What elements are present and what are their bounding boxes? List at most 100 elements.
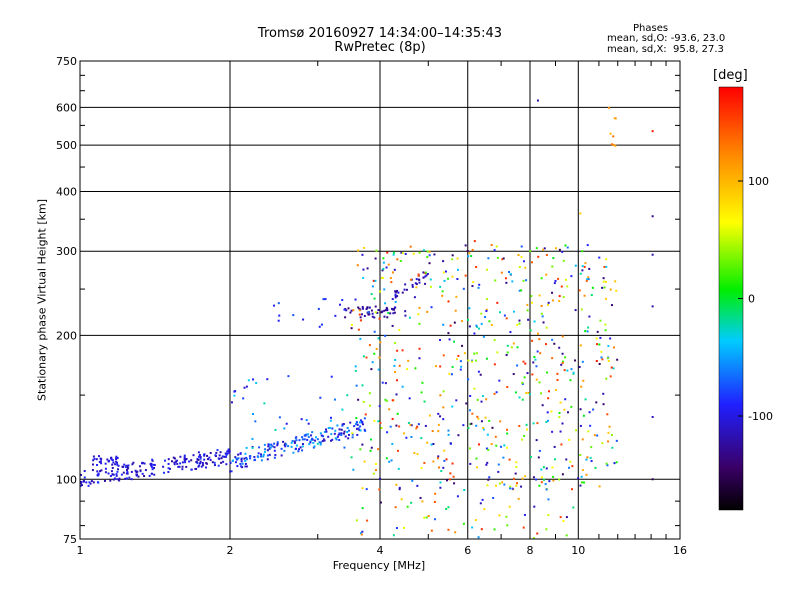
data-point — [542, 248, 545, 251]
data-point — [586, 456, 589, 459]
data-point — [263, 450, 266, 453]
data-point — [428, 250, 431, 253]
data-point — [305, 419, 308, 422]
data-point — [545, 253, 548, 256]
data-point — [426, 250, 429, 253]
data-point — [475, 324, 478, 327]
data-point — [151, 468, 154, 471]
data-point — [439, 394, 442, 397]
data-point — [229, 461, 232, 464]
data-point — [298, 448, 300, 451]
data-point — [266, 454, 269, 457]
data-point — [516, 364, 519, 367]
data-point — [124, 465, 127, 468]
data-point — [443, 459, 446, 462]
data-point — [266, 449, 269, 452]
data-point — [449, 324, 452, 327]
data-point — [488, 320, 491, 323]
data-point — [611, 304, 614, 307]
data-point — [347, 307, 350, 310]
data-point — [448, 478, 451, 481]
data-point — [579, 272, 582, 275]
data-point — [220, 461, 223, 464]
data-point — [428, 262, 431, 265]
data-point — [531, 261, 533, 264]
data-point — [373, 297, 376, 300]
data-point — [237, 457, 240, 460]
colorbar-tick-label: -100 — [748, 410, 773, 423]
data-point — [240, 460, 243, 463]
data-point — [515, 484, 518, 487]
data-point — [473, 387, 476, 390]
data-point — [179, 462, 182, 465]
data-point — [484, 315, 487, 318]
data-point — [284, 445, 287, 448]
data-point — [374, 305, 377, 308]
data-point — [426, 441, 429, 444]
data-point — [118, 479, 121, 482]
data-point — [453, 482, 456, 485]
data-point — [164, 459, 167, 462]
data-point — [116, 478, 119, 481]
data-point — [475, 457, 478, 460]
data-point — [429, 278, 432, 281]
data-point — [402, 432, 405, 435]
data-point — [612, 143, 615, 146]
data-point — [561, 422, 564, 425]
data-point — [184, 458, 187, 461]
data-point — [340, 432, 343, 435]
data-point — [240, 458, 243, 461]
data-point — [203, 458, 206, 461]
data-point — [351, 433, 354, 436]
data-point — [322, 435, 325, 438]
data-point — [605, 462, 608, 465]
data-point — [111, 467, 114, 469]
data-point — [551, 466, 554, 469]
data-point — [464, 244, 467, 247]
data-point — [380, 426, 383, 429]
data-point — [371, 315, 374, 318]
data-point — [564, 244, 567, 247]
data-point — [124, 477, 127, 480]
data-point — [538, 381, 541, 384]
data-point — [447, 277, 450, 280]
data-point — [318, 441, 321, 444]
data-point — [371, 312, 374, 315]
data-point — [382, 267, 385, 270]
data-point — [456, 257, 459, 260]
data-point — [373, 316, 376, 319]
data-point — [532, 422, 535, 425]
data-point — [395, 527, 398, 530]
data-point — [509, 331, 512, 334]
data-point — [323, 439, 326, 442]
data-point — [126, 466, 129, 469]
data-point — [456, 268, 459, 271]
data-point — [360, 419, 363, 422]
data-point — [347, 433, 350, 436]
data-point — [273, 442, 276, 445]
data-point — [550, 410, 553, 413]
data-point — [448, 372, 451, 375]
data-point — [558, 416, 561, 419]
data-point — [167, 462, 170, 465]
data-point — [355, 384, 358, 387]
data-point — [442, 260, 445, 263]
data-point — [116, 470, 119, 473]
data-point — [228, 451, 231, 454]
data-point — [442, 466, 445, 469]
data-point — [552, 475, 555, 478]
data-point — [594, 466, 597, 469]
data-point — [588, 411, 591, 414]
data-point — [469, 423, 472, 426]
data-point — [309, 441, 312, 444]
data-point — [110, 456, 113, 459]
data-point — [188, 460, 191, 463]
data-point — [497, 470, 500, 473]
data-point — [111, 463, 114, 466]
data-point — [226, 450, 229, 453]
data-point — [545, 273, 548, 276]
data-point — [430, 306, 433, 309]
data-point — [468, 307, 471, 310]
data-point — [554, 279, 557, 282]
data-point — [609, 288, 612, 291]
